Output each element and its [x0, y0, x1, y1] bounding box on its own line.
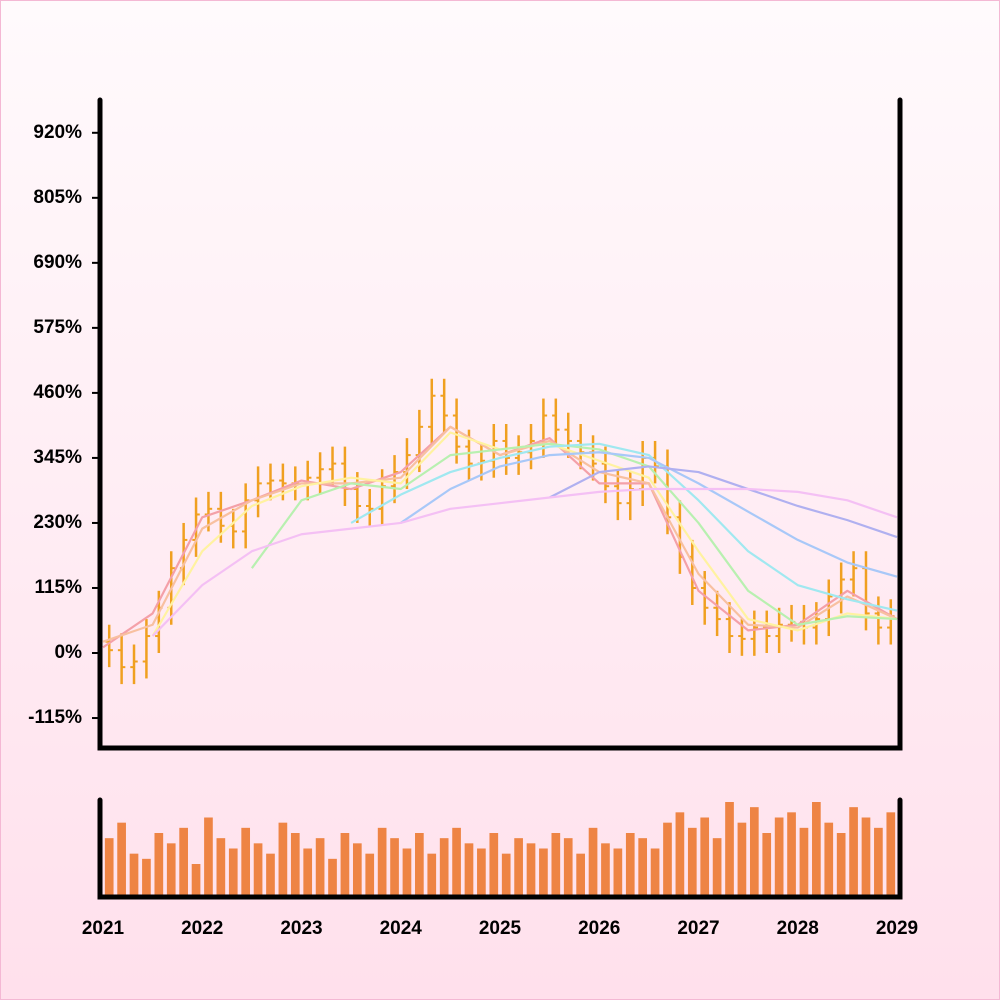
- volume-bar: [315, 838, 325, 895]
- x-tick-label: 2025: [479, 918, 522, 939]
- volume-bar: [576, 853, 585, 895]
- volume-bar: [737, 822, 747, 895]
- volume-bar: [824, 822, 834, 895]
- volume-bar: [551, 833, 561, 895]
- x-tick-label: 2029: [876, 918, 918, 939]
- volume-bar: [427, 853, 437, 895]
- volume-bar: [749, 807, 759, 895]
- x-tick-label: 2024: [380, 918, 423, 939]
- x-tick-label: 2022: [181, 918, 223, 939]
- volume-bar: [117, 822, 126, 895]
- y-tick-label: 805%: [33, 187, 82, 208]
- y-tick-label: 460%: [33, 382, 82, 403]
- volume-bar: [340, 833, 350, 895]
- x-tick-label: 2026: [578, 918, 620, 939]
- volume-bar: [638, 838, 648, 895]
- x-tick-label: 2028: [777, 918, 819, 939]
- volume-bar: [179, 827, 188, 895]
- volume-bar: [253, 843, 263, 895]
- volume-bar: [725, 802, 734, 895]
- y-tick-label: 575%: [33, 317, 82, 338]
- frame: [97, 97, 903, 900]
- volume-bar: [849, 807, 858, 895]
- x-tick-label: 2027: [677, 918, 719, 939]
- volume-frame: [97, 797, 903, 900]
- y-tick-label: -115%: [28, 707, 82, 728]
- y-tick-label: 230%: [33, 512, 82, 533]
- volume-bar: [762, 833, 772, 895]
- moving-average: [549, 465, 898, 539]
- volume-bar: [787, 812, 796, 895]
- volume-bar: [712, 838, 722, 895]
- volume-bar: [415, 833, 424, 895]
- volume-bar: [142, 858, 151, 895]
- volume-bar: [266, 853, 275, 895]
- volume-bar: [352, 843, 362, 895]
- volume-bar: [774, 817, 784, 895]
- y-tick-label: 115%: [34, 577, 82, 598]
- volume-bar: [650, 848, 660, 895]
- volume-bar: [539, 848, 548, 895]
- volume-bar: [303, 848, 313, 895]
- volume-bar: [588, 827, 598, 895]
- moving-average: [102, 425, 898, 643]
- volume-bar: [625, 833, 635, 895]
- y-tick-label: 690%: [33, 252, 82, 273]
- volume-bar: [377, 827, 387, 895]
- volume-bar: [464, 843, 474, 895]
- volume-bar: [154, 833, 164, 895]
- volume-bar: [228, 848, 238, 895]
- volume-bar: [204, 817, 213, 895]
- volume-bar: [799, 827, 809, 895]
- volume-bar: [129, 853, 139, 895]
- volume-bar: [812, 802, 821, 895]
- volume-bar: [489, 833, 499, 895]
- volume-bar: [886, 812, 896, 895]
- moving-average: [250, 442, 898, 626]
- volume-bar: [439, 838, 449, 895]
- volume-bar: [501, 853, 511, 895]
- volume-bar: [328, 858, 337, 895]
- volume-bar: [526, 843, 536, 895]
- volume-bar: [663, 822, 672, 895]
- volume-bar: [563, 838, 573, 895]
- volume-bar: [687, 827, 697, 895]
- moving-average: [151, 487, 898, 637]
- volume-bar: [278, 822, 288, 895]
- volume-bar: [191, 864, 201, 895]
- y-tick-label: 920%: [33, 122, 82, 143]
- x-tick-label: 2023: [280, 918, 322, 939]
- volume-bar: [613, 848, 623, 895]
- volume-bar: [836, 833, 846, 895]
- volume-bar: [601, 843, 610, 895]
- volume-bar: [216, 838, 226, 895]
- y-tick-label: 0%: [55, 642, 83, 663]
- volume-bar: [104, 838, 114, 895]
- volume-bar: [402, 848, 412, 895]
- moving-average: [400, 451, 898, 578]
- volume-bar: [861, 817, 871, 895]
- volume-bar: [166, 843, 176, 895]
- volume-bar: [290, 833, 300, 895]
- volume-bar: [241, 827, 251, 895]
- volume-bar: [675, 812, 685, 895]
- y-tick-label: 345%: [33, 447, 82, 468]
- volume-bar: [452, 827, 461, 895]
- moving-average: [350, 442, 898, 612]
- volume-bar: [365, 853, 375, 895]
- volume-bar: [477, 848, 486, 895]
- volume-bar: [700, 817, 710, 895]
- volume-bar: [390, 838, 399, 895]
- x-tick-label: 2021: [82, 918, 125, 939]
- volume-bar: [514, 838, 523, 895]
- volume-bar: [874, 827, 883, 895]
- price-frame: [97, 97, 903, 751]
